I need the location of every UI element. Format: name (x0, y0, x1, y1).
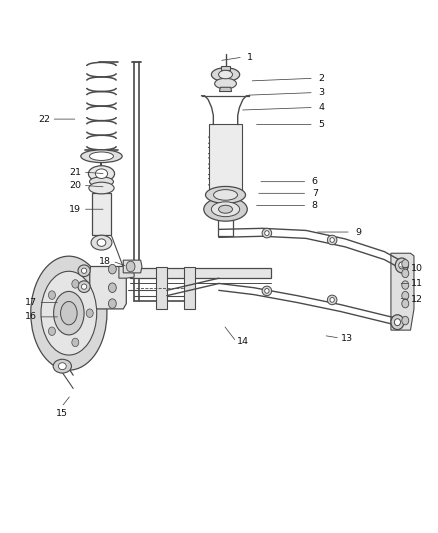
Ellipse shape (262, 286, 272, 296)
Circle shape (402, 317, 409, 325)
Circle shape (72, 280, 79, 288)
Text: 3: 3 (318, 88, 325, 97)
Polygon shape (130, 268, 271, 278)
Ellipse shape (89, 152, 113, 160)
Circle shape (402, 269, 409, 278)
Text: 21: 21 (69, 167, 81, 176)
Ellipse shape (53, 292, 84, 335)
Ellipse shape (53, 359, 71, 373)
Ellipse shape (219, 70, 233, 79)
Ellipse shape (81, 284, 87, 289)
Polygon shape (156, 266, 167, 309)
Circle shape (49, 327, 56, 335)
Ellipse shape (95, 169, 108, 179)
Ellipse shape (205, 187, 246, 204)
Ellipse shape (395, 258, 408, 273)
Circle shape (86, 309, 93, 317)
Ellipse shape (330, 238, 334, 243)
Text: 13: 13 (341, 334, 353, 343)
Ellipse shape (31, 256, 107, 370)
Ellipse shape (89, 182, 114, 194)
Ellipse shape (81, 268, 87, 273)
Polygon shape (119, 266, 134, 278)
Text: 1: 1 (247, 53, 252, 62)
Text: 16: 16 (25, 312, 37, 321)
Circle shape (402, 281, 409, 289)
Circle shape (402, 260, 409, 268)
Text: 20: 20 (69, 181, 81, 190)
Ellipse shape (212, 68, 240, 82)
Text: 12: 12 (411, 295, 423, 304)
Ellipse shape (78, 281, 90, 293)
Text: 22: 22 (38, 115, 50, 124)
Circle shape (109, 299, 116, 309)
Text: 8: 8 (312, 201, 318, 210)
Ellipse shape (265, 288, 269, 293)
Circle shape (402, 300, 409, 308)
Circle shape (49, 291, 56, 300)
Text: 7: 7 (312, 189, 318, 198)
Ellipse shape (219, 205, 233, 213)
Ellipse shape (78, 265, 90, 277)
Polygon shape (221, 66, 230, 70)
Circle shape (402, 292, 409, 300)
Text: 17: 17 (25, 298, 37, 307)
Text: 9: 9 (355, 228, 361, 237)
Text: 10: 10 (411, 264, 423, 272)
Circle shape (109, 264, 116, 274)
Ellipse shape (81, 150, 122, 163)
Polygon shape (391, 253, 414, 330)
Text: 18: 18 (99, 257, 111, 265)
Ellipse shape (262, 228, 272, 238)
Ellipse shape (41, 271, 97, 355)
Circle shape (126, 261, 135, 272)
Circle shape (72, 338, 79, 346)
Text: 11: 11 (411, 279, 423, 288)
Ellipse shape (327, 235, 337, 245)
Polygon shape (209, 124, 242, 198)
Ellipse shape (91, 235, 112, 250)
Ellipse shape (212, 202, 240, 216)
Text: 14: 14 (237, 337, 249, 346)
Text: 4: 4 (318, 103, 324, 112)
Ellipse shape (327, 295, 337, 305)
Ellipse shape (88, 166, 115, 182)
Ellipse shape (89, 177, 113, 187)
Ellipse shape (391, 315, 404, 329)
Text: 5: 5 (318, 120, 324, 129)
Ellipse shape (97, 239, 106, 246)
Circle shape (109, 283, 116, 293)
Polygon shape (123, 260, 142, 273)
Ellipse shape (394, 319, 400, 326)
Polygon shape (92, 193, 111, 235)
Polygon shape (184, 266, 195, 309)
Ellipse shape (214, 190, 237, 200)
Ellipse shape (399, 262, 405, 269)
Polygon shape (90, 266, 126, 309)
Ellipse shape (204, 197, 247, 221)
Text: 2: 2 (318, 74, 324, 83)
Polygon shape (219, 87, 232, 92)
Ellipse shape (58, 363, 66, 369)
Ellipse shape (265, 231, 269, 236)
Text: 19: 19 (69, 205, 81, 214)
Ellipse shape (330, 297, 334, 302)
Ellipse shape (215, 78, 237, 89)
Text: 15: 15 (56, 409, 67, 418)
Ellipse shape (60, 302, 77, 325)
Text: 6: 6 (312, 177, 318, 186)
